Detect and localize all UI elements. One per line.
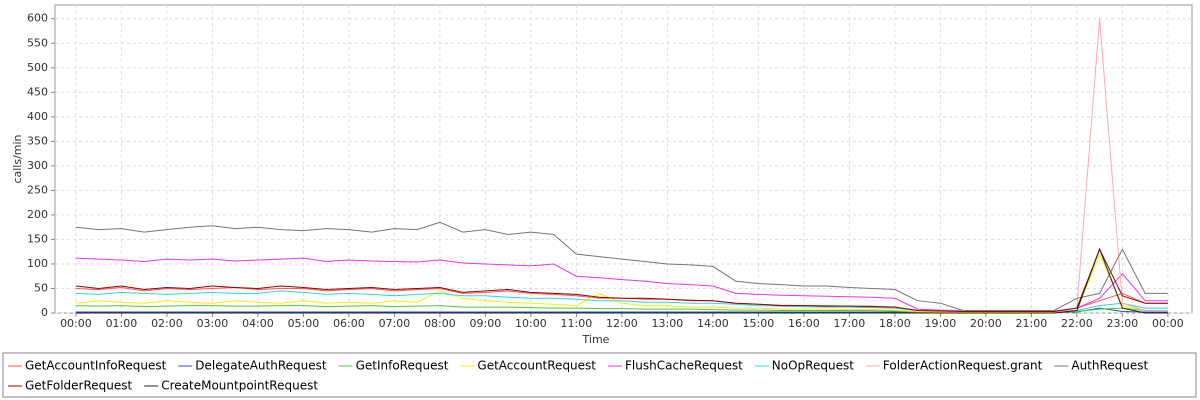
series-line: [75, 221, 1168, 311]
y-tick-label: 550: [27, 36, 48, 49]
x-tick-label: 17:00: [834, 317, 866, 330]
x-tick-label: 21:00: [1016, 317, 1048, 330]
x-tick-label: 00:00: [60, 317, 92, 330]
x-tick-label: 03:00: [197, 317, 229, 330]
y-tick-label: 350: [27, 134, 48, 147]
y-tick-label: 600: [27, 12, 48, 25]
x-tick-label: 11:00: [561, 317, 593, 330]
x-tick-label: 07:00: [379, 317, 411, 330]
legend-label: GetFolderRequest: [25, 379, 133, 393]
y-tick-label: 50: [34, 281, 48, 294]
x-tick-label: 16:00: [788, 317, 820, 330]
y-tick-label: 0: [41, 306, 48, 319]
x-axis-label: Time: [582, 333, 610, 346]
y-tick-label: 450: [27, 85, 48, 98]
x-tick-label: 02:00: [151, 317, 183, 330]
x-tick-label: 01:00: [106, 317, 138, 330]
series-line: [75, 247, 1168, 314]
legend-label: FolderActionRequest.grant: [883, 359, 1043, 373]
legend-box: [2, 352, 1197, 398]
y-axis-label: calls/min: [11, 134, 24, 183]
series-line: [75, 247, 1168, 312]
x-tick-label: 09:00: [470, 317, 502, 330]
x-tick-label: 05:00: [288, 317, 320, 330]
x-tick-label: 06:00: [333, 317, 365, 330]
y-tick-label: 500: [27, 61, 48, 74]
legend-label: GetAccountInfoRequest: [25, 359, 167, 373]
y-tick-label: 300: [27, 159, 48, 172]
x-tick-label: 23:00: [1107, 317, 1139, 330]
x-tick-label: 15:00: [743, 317, 775, 330]
legend-label: AuthRequest: [1071, 359, 1148, 373]
plot-area: [54, 4, 1193, 314]
x-tick-label: 14:00: [697, 317, 729, 330]
legend-label: FlushCacheRequest: [625, 359, 743, 373]
legend-label: GetAccountRequest: [477, 359, 596, 373]
x-tick-label: 08:00: [424, 317, 456, 330]
x-tick-label: 10:00: [515, 317, 547, 330]
x-tick-label: 18:00: [879, 317, 911, 330]
legend-label: DelegateAuthRequest: [195, 359, 327, 373]
x-tick-label: 20:00: [970, 317, 1002, 330]
y-tick-label: 150: [27, 232, 48, 245]
y-tick-label: 400: [27, 110, 48, 123]
x-tick-label: 13:00: [652, 317, 684, 330]
legend-label: NoOpRequest: [772, 359, 854, 373]
x-tick-label: 19:00: [925, 317, 957, 330]
x-tick-label: 04:00: [242, 317, 274, 330]
legend-label: GetInfoRequest: [356, 359, 449, 373]
y-tick-label: 200: [27, 208, 48, 221]
x-tick-label: 22:00: [1061, 317, 1093, 330]
x-tick-label: 12:00: [606, 317, 638, 330]
x-tick-label: 00:00: [1152, 317, 1184, 330]
y-tick-label: 250: [27, 183, 48, 196]
legend-label: CreateMountpointRequest: [161, 379, 318, 393]
y-tick-label: 100: [27, 257, 48, 270]
